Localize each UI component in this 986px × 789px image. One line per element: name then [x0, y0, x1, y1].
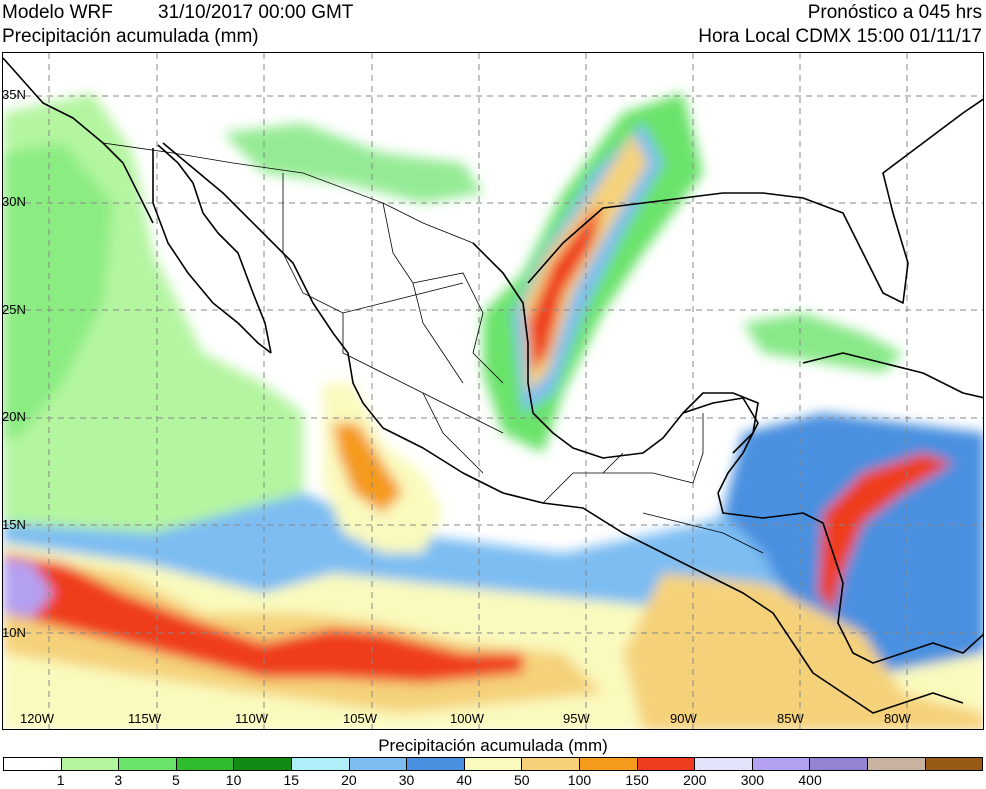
colorbar-label: 50	[514, 772, 530, 788]
colorbar-label: 3	[114, 772, 123, 788]
precip-red-itcz	[3, 553, 523, 683]
lon-label-115w: 115W	[128, 711, 161, 726]
colorbar-label: 30	[398, 772, 415, 788]
colorbar-label: 400	[798, 772, 822, 788]
lat-label-25n: 25N	[2, 302, 26, 317]
state-borders	[102, 142, 764, 554]
colorbar-label: 20	[341, 772, 357, 788]
colorbar-label: 10	[225, 772, 242, 788]
colorbar-swatch	[810, 758, 868, 770]
coast-baja-west	[152, 148, 272, 354]
lon-label-120w: 120W	[20, 711, 54, 726]
model-name: Modelo WRF	[2, 2, 113, 23]
lon-label-85w: 85W	[777, 711, 804, 726]
colorbar-swatch	[464, 758, 523, 770]
precip-red-mexico-coast	[333, 423, 403, 513]
colorbar-label: 100	[567, 772, 592, 788]
colorbar-label: 5	[172, 772, 180, 788]
precip-red-caribbean	[818, 453, 953, 613]
precip-red-gulf	[528, 203, 603, 373]
colorbar-label: 300	[740, 772, 765, 788]
lat-label-20n: 20N	[2, 409, 26, 424]
lon-label-100w: 100W	[450, 711, 484, 726]
lon-label-80w: 80W	[884, 711, 911, 726]
coast-us-gulf	[527, 98, 983, 304]
coast-yucatan-land	[682, 392, 759, 454]
lat-label-30n: 30N	[2, 194, 26, 209]
colorbar-label: 150	[625, 772, 649, 788]
precip-green-florida	[743, 313, 903, 373]
lon-label-90w: 90W	[670, 711, 697, 726]
colorbar-swatch	[867, 758, 926, 770]
lat-label-35n: 35N	[2, 87, 26, 102]
colorbar	[3, 757, 983, 771]
colorbar-label: 1	[56, 772, 65, 788]
lat-label-15n: 15N	[2, 517, 26, 532]
lat-lon-grid	[3, 53, 983, 729]
colorbar-swatch	[119, 758, 177, 770]
colorbar-swatch	[349, 758, 408, 770]
precip-yellow-central-america	[623, 573, 983, 729]
coast-baja-east	[157, 144, 272, 354]
precip-green-pacific	[3, 143, 113, 443]
colorbar-label: 200	[683, 772, 707, 788]
coast-cuba	[802, 352, 983, 399]
colorbar-swatch	[4, 758, 62, 770]
map-canvas	[3, 53, 983, 729]
forecast-hour: Pronóstico a 045 hrs	[807, 2, 982, 23]
lon-label-105w: 105W	[343, 711, 377, 726]
colorbar-swatch	[407, 758, 465, 770]
colorbar-swatch	[637, 758, 696, 770]
colorbar-swatch	[752, 758, 811, 770]
precip-green-north	[223, 123, 483, 203]
lon-label-110w: 110W	[235, 711, 268, 726]
colorbar-swatch	[176, 758, 235, 770]
precipitation-map	[2, 52, 984, 730]
colorbar-swatch	[925, 758, 983, 770]
coast-caribbean	[717, 492, 983, 664]
lon-label-95w: 95W	[563, 711, 590, 726]
colorbar-label: 40	[456, 772, 472, 788]
init-time: 31/10/2017 00:00 GMT	[158, 2, 354, 23]
colorbar-title: Precipitación acumulada (mm)	[378, 736, 608, 755]
variable-title: Precipitación acumulada (mm)	[2, 26, 259, 47]
colorbar-swatch	[579, 758, 638, 770]
colorbar-swatch	[695, 758, 753, 770]
colorbar-swatch	[522, 758, 580, 770]
colorbar-label: 15	[283, 772, 300, 788]
local-time: Hora Local CDMX 15:00 01/11/17	[698, 26, 982, 47]
coast-gulf	[472, 242, 759, 494]
colorbar-swatch	[291, 758, 350, 770]
colorbar-swatch	[61, 758, 120, 770]
precip-lavender-core	[3, 558, 53, 618]
colorbar-swatch	[234, 758, 292, 770]
precipitation-field	[3, 93, 983, 729]
lat-label-10n: 10N	[2, 625, 26, 640]
